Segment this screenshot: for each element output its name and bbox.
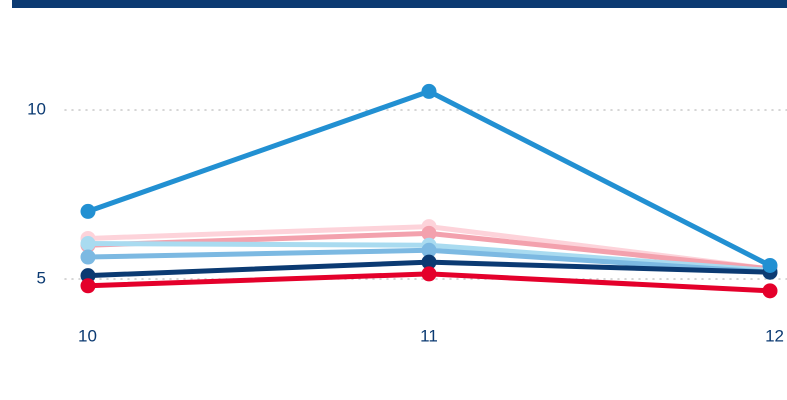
y-tick-label: 5	[37, 268, 46, 287]
x-tick-label: 10	[78, 326, 97, 345]
point	[421, 266, 437, 282]
point	[80, 249, 96, 265]
x-tick-label: 12	[765, 326, 784, 345]
point	[421, 225, 437, 241]
point	[421, 83, 437, 99]
point	[80, 278, 96, 294]
point	[80, 236, 96, 252]
point	[762, 283, 778, 299]
point	[762, 257, 778, 273]
x-tick-label: 11	[420, 326, 438, 345]
point	[421, 242, 437, 258]
point	[421, 254, 437, 270]
top-bar	[12, 0, 787, 8]
point	[80, 203, 96, 219]
y-tick-label: 10	[27, 99, 46, 118]
